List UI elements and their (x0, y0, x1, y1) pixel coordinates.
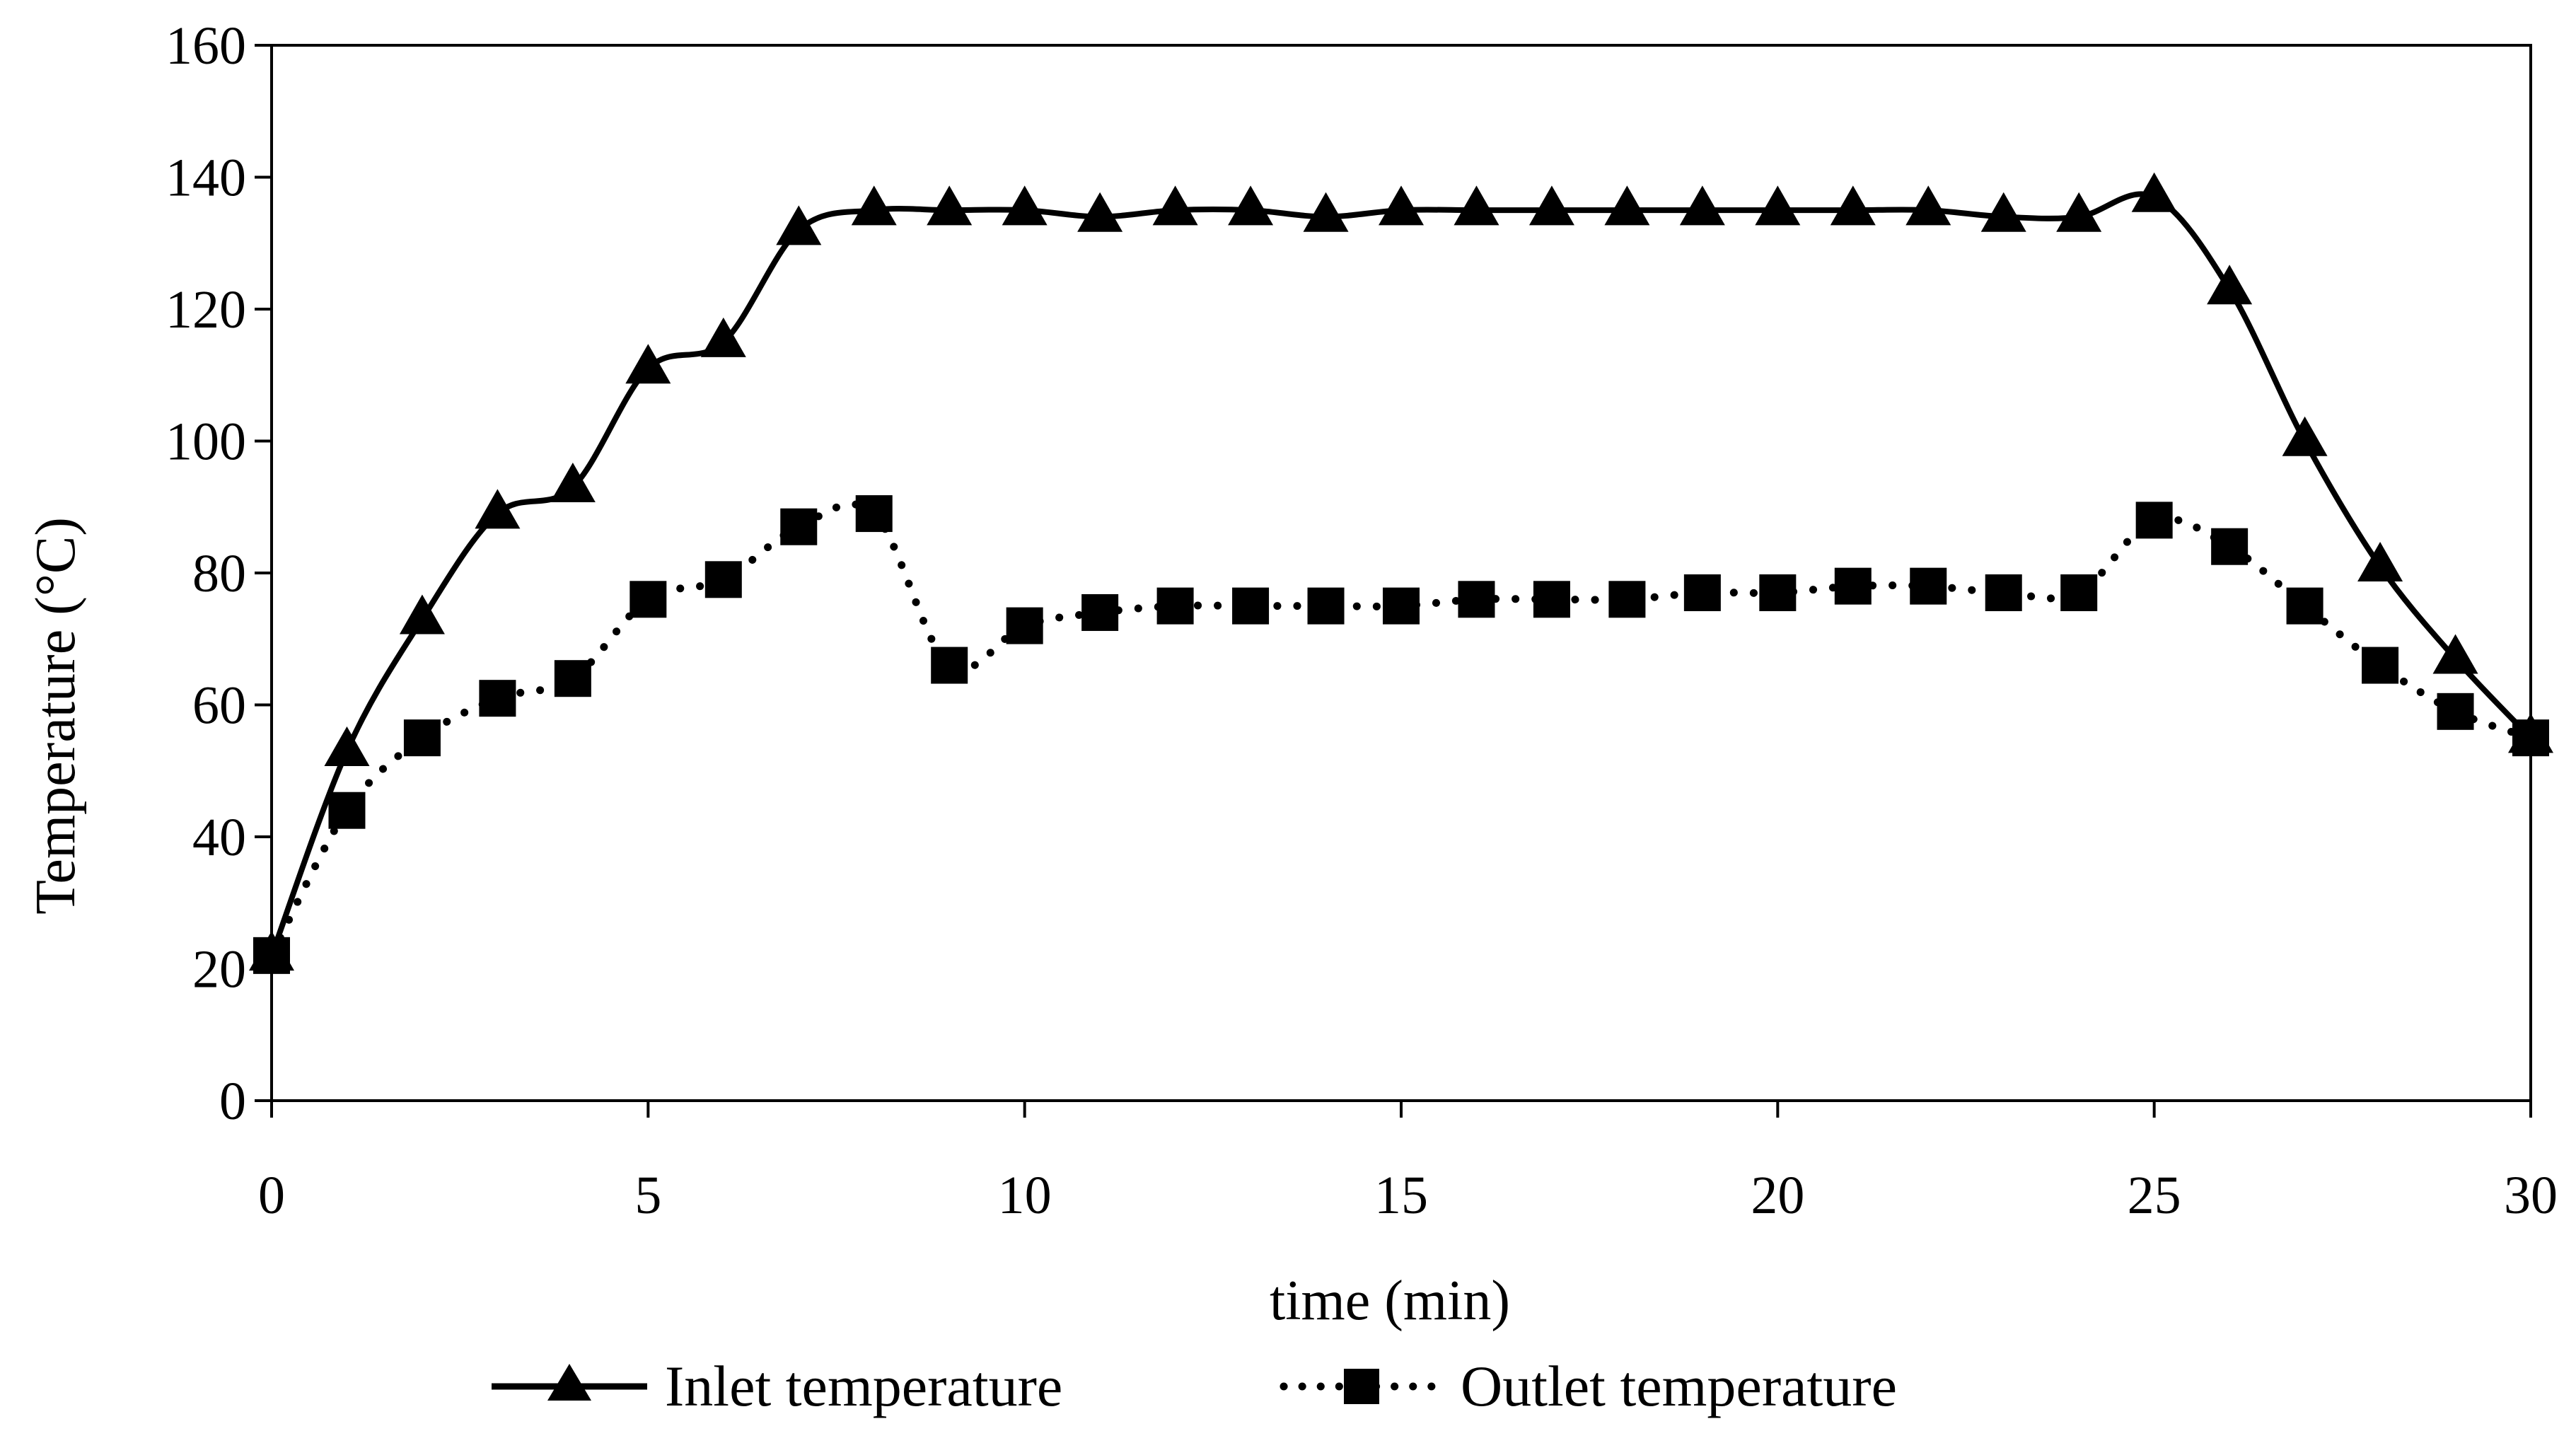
outlet-point-marker (1834, 567, 1872, 605)
inlet-point-marker (2357, 541, 2403, 581)
outlet-point-marker (1307, 587, 1345, 625)
outlet-point-marker (1985, 574, 2022, 611)
inlet-point-marker (2282, 416, 2328, 456)
inlet-point-marker (1002, 185, 1048, 226)
outlet-point-marker (1759, 574, 1797, 611)
series-1-line (267, 500, 2535, 960)
y-tick-label: 60 (192, 676, 246, 736)
legend-inlet-label: Inlet temperature (665, 1354, 1062, 1418)
outlet-point-marker (1458, 581, 1495, 618)
y-tick-label: 160 (166, 16, 246, 76)
inlet-point-marker (1755, 185, 1801, 226)
outlet-point-marker (403, 719, 441, 757)
inlet-point-marker (1152, 185, 1198, 226)
x-tick-label: 20 (1751, 1166, 1804, 1225)
x-tick-label: 10 (998, 1166, 1052, 1225)
outlet-point-marker (855, 495, 893, 533)
inlet-point-marker (1905, 185, 1951, 226)
legend-outlet-label: Outlet temperature (1461, 1354, 1897, 1418)
inlet-point-marker (2432, 634, 2478, 674)
series-0-line (269, 191, 2533, 957)
y-tick-label: 0 (219, 1072, 246, 1131)
outlet-point-marker (630, 581, 667, 618)
x-tick-label: 25 (2128, 1166, 2181, 1225)
inlet-point-marker (1379, 185, 1424, 226)
y-tick-label: 40 (192, 808, 246, 867)
y-tick-label: 20 (192, 940, 246, 1000)
inlet-point-marker (2207, 265, 2253, 305)
inlet-point-marker (1454, 185, 1499, 226)
legend-outlet-square-icon (1344, 1369, 1379, 1404)
outlet-point-marker (2286, 587, 2323, 625)
outlet-point-marker (1910, 567, 1947, 605)
legend: Inlet temperature Outlet temperature (492, 1354, 1897, 1418)
inlet-point-marker (1077, 192, 1123, 232)
inlet-point-marker (399, 594, 445, 635)
outlet-point-marker (1006, 607, 1043, 644)
outlet-point-marker (704, 561, 742, 598)
outlet-point-marker (328, 792, 366, 829)
legend-item-inlet: Inlet temperature (492, 1354, 1062, 1418)
outlet-point-marker (479, 680, 516, 717)
inlet-point-marker (1228, 185, 1274, 226)
outlet-point-marker (1232, 587, 1270, 625)
x-tick-label: 15 (1374, 1166, 1428, 1225)
x-axis-title: time (min) (1270, 1270, 1510, 1332)
inlet-point-marker (1679, 185, 1725, 226)
outlet-point-marker (1383, 587, 1420, 625)
inlet-point-marker (1528, 185, 1574, 226)
legend-item-outlet: Outlet temperature (1280, 1354, 1897, 1418)
inlet-point-marker (1604, 185, 1650, 226)
series-lines (267, 191, 2535, 960)
outlet-point-marker (2437, 693, 2474, 730)
inlet-point-marker (776, 205, 822, 245)
outlet-point-marker (1683, 574, 1721, 611)
outlet-point-marker (1608, 581, 1646, 618)
inlet-point-marker (475, 489, 521, 529)
outlet-point-marker (931, 647, 968, 684)
y-tick-label: 140 (166, 149, 246, 208)
outlet-point-marker (554, 660, 591, 697)
axis-ticks: 0 20 40 60 80 100 120 140 160 0 5 10 15 20 25 30 (166, 16, 2558, 1225)
inlet-point-marker (324, 726, 370, 767)
outlet-point-marker (253, 937, 290, 974)
outlet-point-marker (2060, 574, 2098, 611)
y-tick-label: 100 (166, 412, 246, 472)
outlet-point-marker (2135, 502, 2173, 539)
inlet-point-marker (2131, 172, 2177, 212)
inlet-point-marker (927, 185, 973, 226)
inlet-point-marker (1980, 192, 2026, 232)
y-tick-label: 80 (192, 544, 246, 603)
outlet-point-marker (1533, 581, 1570, 618)
y-tick-label: 120 (166, 280, 246, 340)
inlet-point-marker (851, 185, 897, 226)
outlet-point-marker (1081, 593, 1119, 631)
outlet-point-marker (2211, 528, 2249, 565)
inlet-point-marker (625, 344, 671, 384)
series-markers (249, 172, 2553, 974)
y-axis-title: Temperature (°C) (25, 517, 87, 915)
inlet-point-marker (700, 317, 746, 357)
outlet-point-marker (1156, 587, 1194, 625)
outlet-point-marker (2362, 647, 2399, 684)
inlet-point-marker (1303, 192, 1349, 232)
x-tick-label: 5 (634, 1166, 661, 1225)
legend-inlet-triangle-icon (547, 1364, 591, 1401)
inlet-point-marker (1830, 185, 1876, 226)
x-tick-label: 30 (2504, 1166, 2558, 1225)
inlet-point-marker (550, 463, 596, 503)
outlet-point-marker (780, 508, 818, 545)
inlet-point-marker (2056, 192, 2102, 232)
x-tick-label: 0 (258, 1166, 285, 1225)
outlet-point-marker (2512, 719, 2549, 757)
